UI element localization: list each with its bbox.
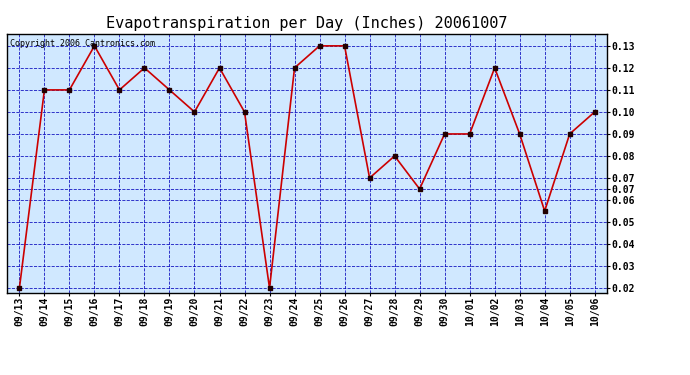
Text: Copyright 2006 Cantronics.com: Copyright 2006 Cantronics.com — [10, 39, 155, 48]
Title: Evapotranspiration per Day (Inches) 20061007: Evapotranspiration per Day (Inches) 2006… — [106, 16, 508, 31]
